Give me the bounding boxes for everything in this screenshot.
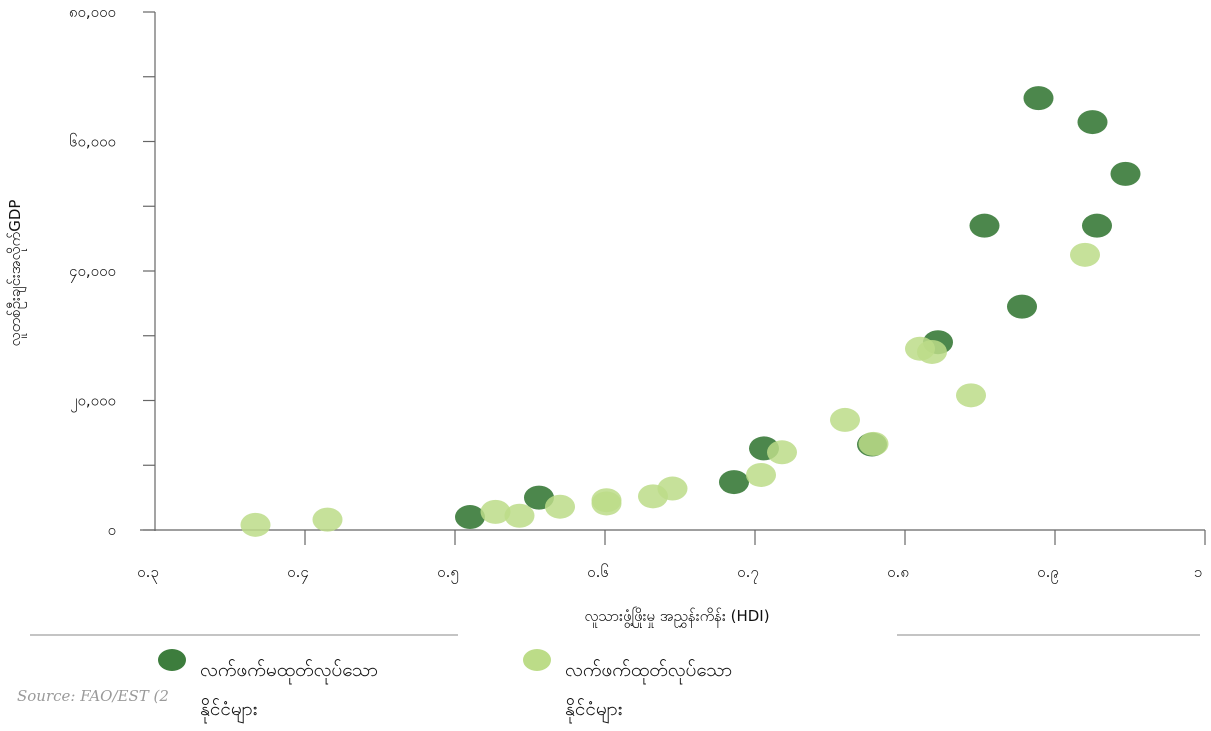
legend-item-non-producers: လက်ဖက်မထုတ်လုပ်သော နိုင်ငံများ (158, 649, 378, 724)
y-tick-label: ၂၀,၀၀၀ (70, 392, 116, 413)
data-points (240, 86, 1141, 537)
data-point-producer (657, 476, 688, 501)
legend-label-line2: နိုင်ငံများ (565, 697, 622, 724)
data-point-non-producer (719, 470, 749, 495)
data-point-producer (956, 383, 986, 408)
legend-swatch-non-producers (158, 649, 186, 671)
x-tick-label: ၀.၇ (737, 563, 759, 584)
legend-label-line2: နိုင်ငံများ (200, 697, 257, 724)
data-point-producer (545, 494, 575, 519)
data-point-producer (767, 440, 797, 465)
source-note: Source: FAO/EST (2 (17, 687, 169, 705)
data-point-non-producer (1007, 294, 1037, 319)
y-tick-label: ၀ (108, 521, 116, 539)
data-point-non-producer (1023, 86, 1054, 111)
data-point-producer (830, 407, 860, 432)
axis-gap (140, 531, 156, 551)
data-point-producer (1070, 242, 1100, 267)
legend-swatch-producers (523, 649, 551, 671)
data-point-non-producer (969, 213, 1000, 238)
data-point-producer (504, 503, 535, 528)
x-axis-title: လူသားဖွံ့ဖြိုးမှု အညွှန်းကိန်း (HDI) (584, 606, 769, 628)
data-point-producer (591, 491, 622, 516)
x-ticks: ၀.၃ ၀.၄ ၀.၅ ၀.၆ ၀.၇ ၀.၈ ၀.၉ ၁ (137, 530, 1206, 584)
x-tick-label: ၀.၄ (287, 563, 309, 584)
x-tick-label: ၀.၆ (587, 563, 609, 581)
data-point-producer (240, 512, 271, 537)
legend-label-line1: လက်ဖက်ထုတ်လုပ်သော (565, 658, 732, 685)
y-axis-title: လူတစ်ဦးချင်းအလိုက်GDP (6, 200, 27, 347)
y-tick-label: ၈၀,၀၀၀ (69, 3, 116, 21)
legend-item-producers: လက်ဖက်ထုတ်လုပ်သော နိုင်ငံများ (523, 649, 732, 724)
data-point-producer (746, 462, 776, 487)
data-point-producer (858, 431, 889, 456)
data-point-producer (917, 339, 947, 364)
data-point-producer (480, 499, 511, 524)
data-point-non-producer (1082, 213, 1112, 238)
data-point-non-producer (455, 505, 485, 530)
x-tick-label: ၀.၃ (137, 563, 159, 584)
x-tick-label: ၀.၅ (437, 563, 459, 584)
legend-label-line1: လက်ဖက်မထုတ်လုပ်သော (200, 658, 378, 685)
y-tick-label: ၄၀,၀၀၀ (69, 262, 116, 283)
data-point-producer (312, 507, 343, 532)
data-point-non-producer (1077, 110, 1108, 135)
legend: လက်ဖက်မထုတ်လုပ်သော နိုင်ငံများ လက်ဖက်ထုတ… (158, 649, 732, 724)
data-point-non-producer (1110, 161, 1141, 186)
y-tick-label: ၆၀,၀၀၀ (69, 133, 116, 151)
x-tick-label: ၀.၉ (1037, 563, 1059, 584)
x-tick-label: ၁ (1194, 563, 1202, 581)
x-tick-label: ၀.၈ (887, 563, 909, 581)
y-ticks: ၀ ၂၀,၀၀၀ ၄၀,၀၀၀ ၆၀,၀၀၀ ၈၀,၀၀၀ (69, 3, 155, 539)
